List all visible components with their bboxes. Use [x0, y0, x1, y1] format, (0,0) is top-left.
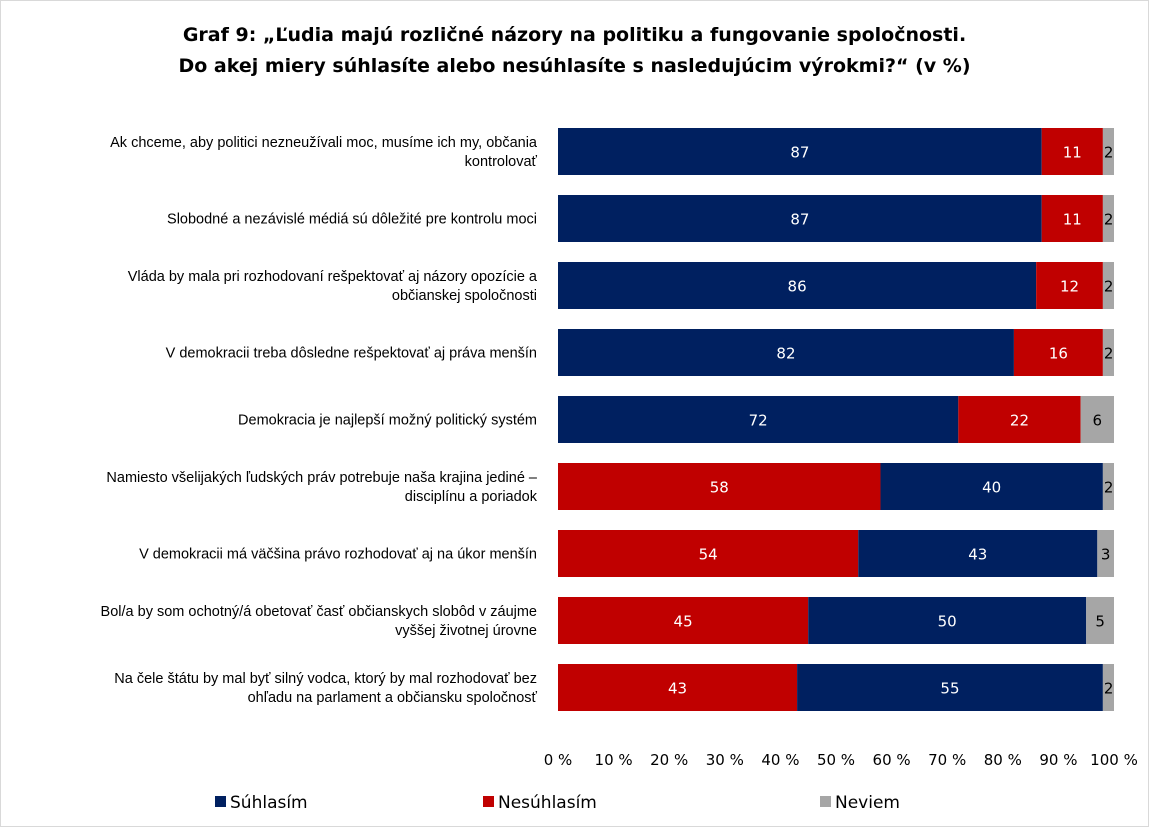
- x-tick-label: 10 %: [595, 751, 633, 769]
- bar-segment-suhlasim: [558, 329, 1014, 376]
- data-label: 82: [776, 345, 795, 363]
- bar-segment-neviem: [1080, 396, 1114, 443]
- x-axis-ticks: 0 % 10 % 20 % 30 % 40 % 50 % 60 % 70 % 80 % 90 % 1…: [544, 751, 1138, 769]
- data-label: 87: [790, 144, 809, 162]
- bar-segment-neviem: [1102, 128, 1114, 175]
- chart-title-line-2: Do akej miery súhlasíte alebo nesúhlasít…: [178, 55, 971, 77]
- category-label: V demokracii treba dôsledne rešpektovať …: [166, 346, 537, 362]
- bar-segment-suhlasim: [558, 128, 1042, 175]
- bar-segment-nesuhlasim: [558, 463, 881, 510]
- data-label: 2: [1104, 345, 1114, 363]
- bar-segment-neviem: [1102, 329, 1114, 376]
- bar-segment-neviem: [1102, 463, 1114, 510]
- bars: 87 11 287 11 286 12 282 16 272 22 658 40 254 43 345 50 5…: [558, 128, 1114, 711]
- category-label: Slobodné a nezávislé médiá sú dôležité p…: [167, 212, 537, 228]
- bar-segment-nesuhlasim: [558, 530, 859, 577]
- x-tick-label: 30 %: [706, 751, 744, 769]
- category-label: Namiesto všelijakých ľudských práv potre…: [106, 470, 538, 486]
- bar-segment-nesuhlasim: [558, 597, 809, 644]
- bar-segment-nesuhlasim: [958, 396, 1081, 443]
- data-label: 22: [1010, 412, 1029, 430]
- data-label: 2: [1104, 479, 1114, 497]
- bar-segment-suhlasim: [808, 597, 1087, 644]
- legend-label: Nesúhlasím: [498, 793, 597, 813]
- bar-segment-suhlasim: [558, 195, 1042, 242]
- category-label: ohľadu na parlament a občiansku spoločno…: [248, 690, 538, 706]
- data-label: 54: [699, 546, 718, 564]
- bar-segment-neviem: [1102, 195, 1114, 242]
- data-label: 2: [1104, 211, 1114, 229]
- category-label: disciplínu a poriadok: [405, 489, 538, 505]
- bar-segment-neviem: [1102, 262, 1114, 309]
- data-label: 5: [1095, 613, 1105, 631]
- category-label: Bol/a by som ochotný/á obetovať časť obč…: [101, 604, 537, 620]
- data-label: 12: [1060, 278, 1079, 296]
- legend-label: Súhlasím: [230, 793, 308, 813]
- category-label: Vláda by mala pri rozhodovaní rešpektova…: [128, 269, 538, 285]
- data-label: 45: [674, 613, 693, 631]
- data-label: 58: [710, 479, 729, 497]
- x-tick-label: 40 %: [761, 751, 799, 769]
- bar-segment-neviem: [1102, 664, 1114, 711]
- data-label: 2: [1104, 144, 1114, 162]
- category-label: Ak chceme, aby politici nezneužívali moc…: [110, 135, 538, 151]
- category-label: občianskej spoločnosti: [392, 288, 537, 304]
- legend-swatch: [483, 796, 494, 807]
- data-label: 72: [749, 412, 768, 430]
- bar-segment-suhlasim: [880, 463, 1103, 510]
- data-label: 40: [982, 479, 1001, 497]
- bar-segment-nesuhlasim: [1041, 128, 1103, 175]
- data-label: 3: [1101, 546, 1111, 564]
- x-tick-label: 0 %: [544, 751, 573, 769]
- x-tick-label: 70 %: [928, 751, 966, 769]
- chart-title: Graf 9: „Ľudia majú rozličné názory na p…: [0, 20, 1149, 82]
- category-label: vyššej životnej úrovne: [395, 623, 537, 639]
- legend-swatch: [215, 796, 226, 807]
- data-label: 43: [968, 546, 987, 564]
- x-tick-label: 90 %: [1039, 751, 1077, 769]
- legend-label: Neviem: [835, 793, 900, 813]
- legend: Súhlasím Nesúhlasím Neviem: [215, 793, 900, 813]
- category-label: Demokracia je najlepší možný politický s…: [238, 413, 537, 429]
- bar-segment-suhlasim: [558, 396, 959, 443]
- bar-segment-nesuhlasim: [1036, 262, 1103, 309]
- bar-segment-nesuhlasim: [1041, 195, 1103, 242]
- data-label: 11: [1063, 144, 1082, 162]
- legend-swatch: [820, 796, 831, 807]
- x-tick-label: 60 %: [873, 751, 911, 769]
- x-tick-label: 100 %: [1090, 751, 1138, 769]
- x-tick-label: 20 %: [650, 751, 688, 769]
- bar-segment-neviem: [1097, 530, 1114, 577]
- x-tick-label: 50 %: [817, 751, 855, 769]
- data-label: 50: [938, 613, 957, 631]
- bar-segment-suhlasim: [797, 664, 1103, 711]
- data-label: 86: [788, 278, 807, 296]
- bar-segment-nesuhlasim: [558, 664, 798, 711]
- bar-segment-nesuhlasim: [1013, 329, 1103, 376]
- category-label: Na čele štátu by mal byť silný vodca, kt…: [114, 671, 537, 687]
- data-label: 2: [1104, 680, 1114, 698]
- bar-segment-neviem: [1086, 597, 1114, 644]
- data-label: 6: [1093, 412, 1103, 430]
- data-label: 16: [1049, 345, 1068, 363]
- data-label: 87: [790, 211, 809, 229]
- chart-title-line-1: Graf 9: „Ľudia majú rozličné názory na p…: [182, 24, 967, 46]
- data-label: 43: [668, 680, 687, 698]
- x-tick-label: 80 %: [984, 751, 1022, 769]
- bar-segment-suhlasim: [558, 262, 1037, 309]
- data-label: 55: [940, 680, 959, 698]
- bar-segment-suhlasim: [858, 530, 1098, 577]
- data-label: 11: [1063, 211, 1082, 229]
- category-label: V demokracii má väčšina právo rozhodovať…: [139, 547, 537, 563]
- data-label: 2: [1104, 278, 1114, 296]
- category-label: kontrolovať: [465, 154, 538, 170]
- category-labels: Ak chceme, aby politici nezneužívali moc…: [101, 135, 538, 706]
